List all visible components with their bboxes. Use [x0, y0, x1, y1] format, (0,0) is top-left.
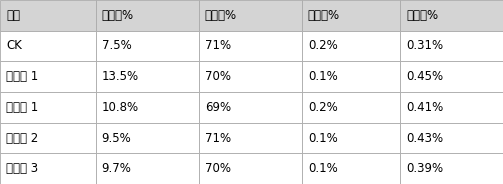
- Bar: [96, 61, 199, 92]
- Text: 赖氨酸%: 赖氨酸%: [406, 9, 438, 22]
- Text: 处理: 处理: [6, 9, 20, 22]
- Bar: [96, 123, 199, 153]
- Text: 9.7%: 9.7%: [102, 162, 131, 175]
- Bar: [302, 31, 400, 61]
- Bar: [400, 123, 503, 153]
- Text: 实施例 1: 实施例 1: [6, 70, 38, 83]
- Text: 70%: 70%: [205, 70, 231, 83]
- Text: 对比例 3: 对比例 3: [6, 162, 38, 175]
- Text: 0.2%: 0.2%: [308, 101, 338, 114]
- Text: 71%: 71%: [205, 132, 231, 144]
- Text: 0.45%: 0.45%: [406, 70, 443, 83]
- Bar: [400, 61, 503, 92]
- Bar: [199, 61, 302, 92]
- Text: 0.39%: 0.39%: [406, 162, 443, 175]
- Bar: [400, 31, 503, 61]
- Bar: [96, 92, 199, 123]
- Text: 70%: 70%: [205, 162, 231, 175]
- Bar: [96, 31, 199, 61]
- Bar: [302, 123, 400, 153]
- Text: 对比例 2: 对比例 2: [6, 132, 38, 144]
- Bar: [199, 123, 302, 153]
- Bar: [199, 31, 302, 61]
- Text: 0.31%: 0.31%: [406, 40, 443, 52]
- Text: 0.1%: 0.1%: [308, 132, 338, 144]
- Bar: [400, 153, 503, 184]
- Bar: [0, 123, 96, 153]
- Text: 7.5%: 7.5%: [102, 40, 131, 52]
- Bar: [302, 92, 400, 123]
- Text: 13.5%: 13.5%: [102, 70, 139, 83]
- Text: 0.43%: 0.43%: [406, 132, 443, 144]
- Bar: [96, 0, 199, 31]
- Text: 粗淠粉%: 粗淠粉%: [205, 9, 237, 22]
- Bar: [400, 0, 503, 31]
- Bar: [0, 153, 96, 184]
- Text: 69%: 69%: [205, 101, 231, 114]
- Bar: [199, 153, 302, 184]
- Bar: [302, 0, 400, 31]
- Bar: [0, 61, 96, 92]
- Text: 10.8%: 10.8%: [102, 101, 139, 114]
- Text: 71%: 71%: [205, 40, 231, 52]
- Text: 0.1%: 0.1%: [308, 70, 338, 83]
- Bar: [302, 61, 400, 92]
- Text: 0.41%: 0.41%: [406, 101, 443, 114]
- Bar: [199, 0, 302, 31]
- Bar: [302, 153, 400, 184]
- Text: 粗蛋白%: 粗蛋白%: [102, 9, 134, 22]
- Bar: [0, 92, 96, 123]
- Text: CK: CK: [6, 40, 22, 52]
- Text: 对比例 1: 对比例 1: [6, 101, 38, 114]
- Text: 0.2%: 0.2%: [308, 40, 338, 52]
- Text: 0.1%: 0.1%: [308, 162, 338, 175]
- Bar: [96, 153, 199, 184]
- Bar: [199, 92, 302, 123]
- Text: 9.5%: 9.5%: [102, 132, 131, 144]
- Text: 粗脂肪%: 粗脂肪%: [308, 9, 340, 22]
- Bar: [0, 0, 96, 31]
- Bar: [0, 31, 96, 61]
- Bar: [400, 92, 503, 123]
